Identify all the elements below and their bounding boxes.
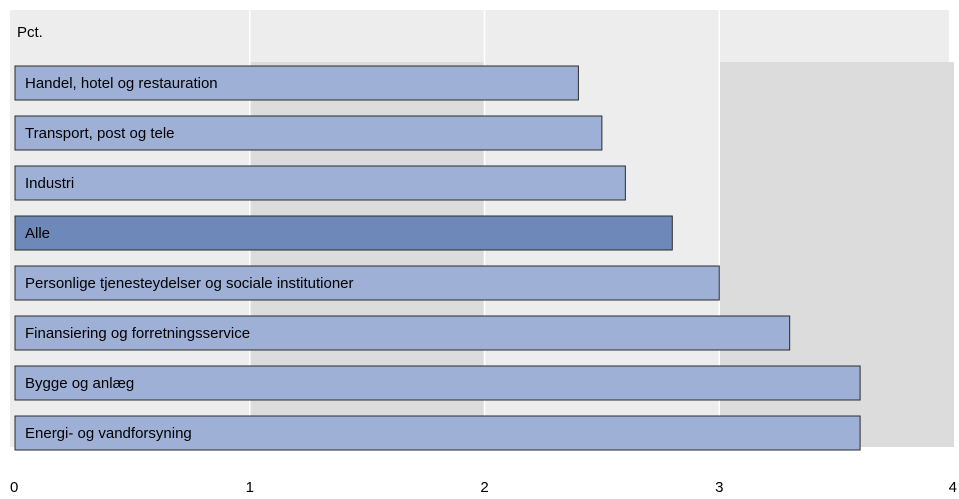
bar (14, 115, 603, 151)
x-tick-label: 2 (480, 479, 488, 496)
bar-label: Finansiering og forretningsservice (25, 325, 250, 342)
bar-label: Transport, post og tele (25, 125, 175, 142)
bar (14, 165, 626, 201)
x-tick-label: 1 (246, 479, 254, 496)
bar (14, 415, 861, 451)
x-axis-ticks: 0 1 2 3 4 (10, 479, 957, 496)
unit-label: Pct. (17, 24, 43, 41)
bar-label: Alle (25, 225, 50, 242)
x-tick-label: 3 (715, 479, 723, 496)
bar-label: Bygge og anlæg (25, 375, 134, 392)
unit-strip (10, 10, 949, 66)
bar-label: Handel, hotel og restauration (25, 75, 218, 92)
bar-label: Personlige tjenesteydelser og sociale in… (25, 275, 354, 292)
bar (14, 365, 861, 401)
x-tick-label: 0 (10, 479, 18, 496)
bar (14, 265, 720, 301)
bar-label: Industri (25, 175, 74, 192)
x-tick-label: 4 (949, 479, 957, 496)
bar (14, 315, 791, 351)
bar (14, 215, 673, 251)
bar (14, 65, 579, 101)
bar-label: Energi- og vandforsyning (25, 425, 192, 442)
bars: Handel, hotel og restauration Transport, … (14, 65, 861, 451)
